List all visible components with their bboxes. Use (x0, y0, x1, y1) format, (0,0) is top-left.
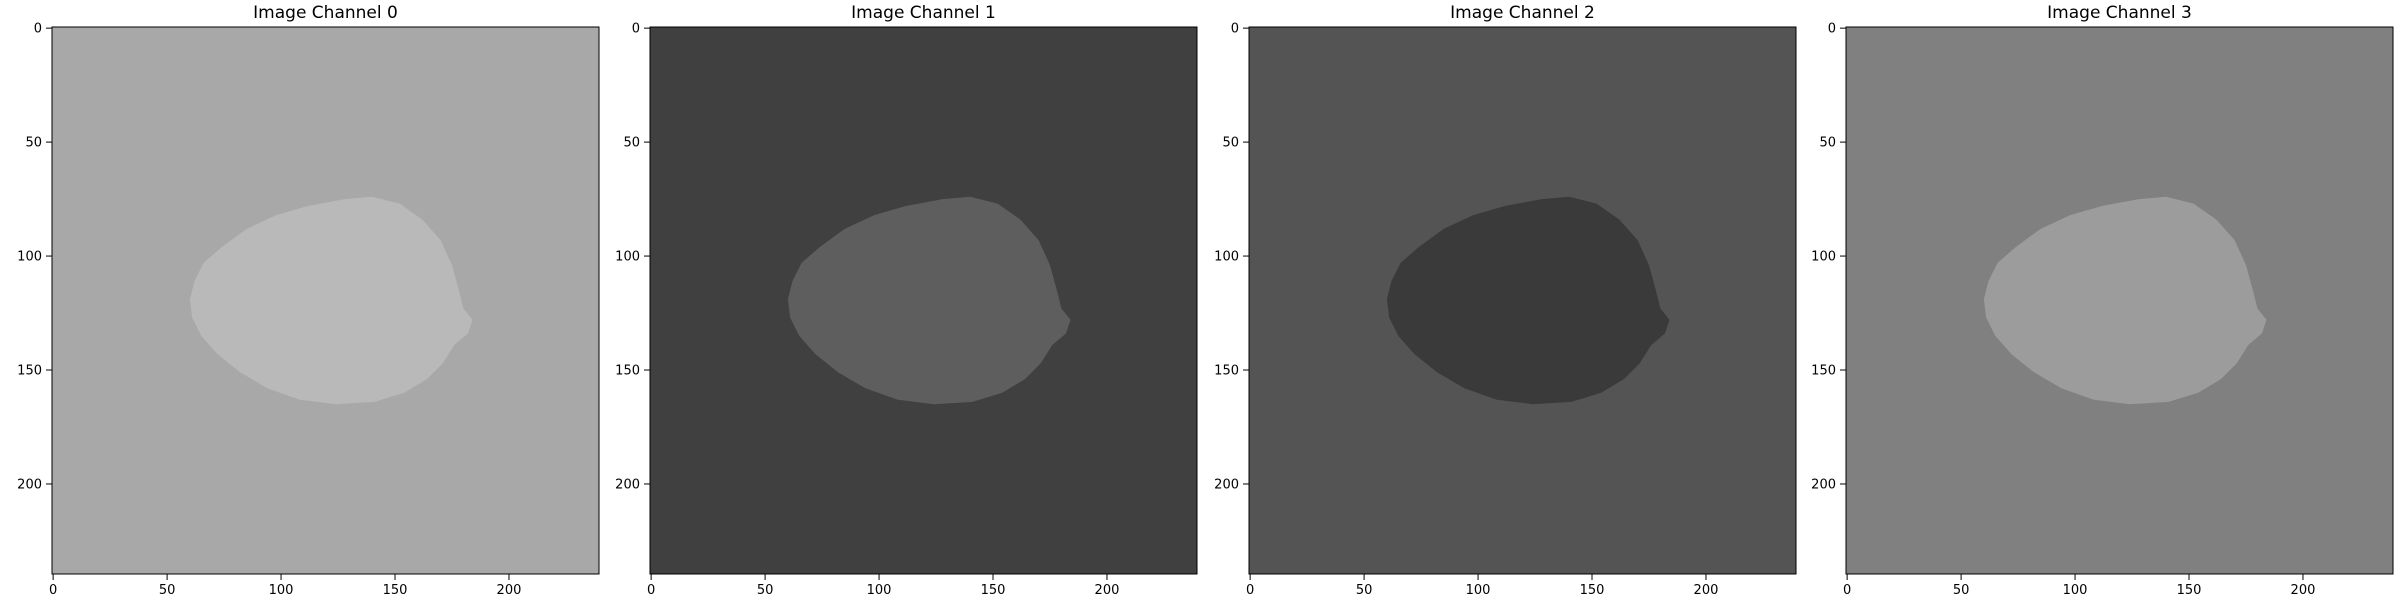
x-tick-label: 0 (647, 583, 655, 598)
y-tick-label: 200 (615, 477, 640, 492)
axes-frame (1248, 26, 1797, 575)
x-tick-label: 150 (383, 583, 408, 598)
x-tick-label: 200 (497, 583, 522, 598)
axes-frame (649, 26, 1198, 575)
y-tick-label: 0 (632, 22, 640, 37)
y-tick-label: 200 (1811, 477, 1836, 492)
panel-title: Image Channel 2 (1450, 3, 1595, 23)
x-tick-label: 150 (981, 583, 1006, 598)
x-tick-label: 200 (1095, 583, 1120, 598)
x-tick-label: 150 (1580, 583, 1605, 598)
y-tick-label: 100 (1214, 250, 1239, 265)
x-tick-label: 100 (2063, 583, 2088, 598)
panel-3: Image Channel 3 0 0 50 50 100 100 150 150 200 200 (1811, 3, 2394, 598)
x-tick-label: 150 (2177, 583, 2202, 598)
y-tick-label: 150 (17, 364, 42, 379)
x-tick-label: 50 (1953, 583, 1970, 598)
x-tick-label: 200 (2291, 583, 2316, 598)
y-tick-label: 0 (1231, 22, 1239, 37)
y-tick-label: 100 (17, 250, 42, 265)
x-tick-label: 50 (159, 583, 176, 598)
panel-2: Image Channel 2 0 0 50 50 100 100 150 150 200 200 (1214, 3, 1797, 598)
x-tick-label: 100 (1466, 583, 1491, 598)
y-tick-label: 50 (25, 136, 42, 151)
y-tick-label: 150 (1214, 364, 1239, 379)
brain-slice (1983, 196, 2267, 405)
axes-frame (51, 26, 600, 575)
y-tick-label: 0 (34, 22, 42, 37)
y-tick-label: 0 (1828, 22, 1836, 37)
y-tick-label: 200 (1214, 477, 1239, 492)
panels: Image Channel 0005050100100150150200200I… (17, 3, 2394, 598)
y-tick-label: 50 (623, 136, 640, 151)
x-tick-label: 100 (269, 583, 294, 598)
y-tick-label: 200 (17, 477, 42, 492)
x-tick-label: 0 (1246, 583, 1254, 598)
y-tick-label: 50 (1222, 136, 1239, 151)
panel-0: Image Channel 0 0 0 50 50 100 100 150 150 200 200 (17, 3, 600, 598)
x-tick-label: 0 (49, 583, 57, 598)
x-tick-label: 0 (1843, 583, 1851, 598)
brain-slice (1386, 196, 1670, 405)
panel-title: Image Channel 0 (253, 3, 398, 23)
axes-frame (1845, 26, 2394, 575)
panel-title: Image Channel 1 (851, 3, 996, 23)
panel-1: Image Channel 1 0 0 50 50 100 100 150 150 200 200 (615, 3, 1198, 598)
x-tick-label: 100 (867, 583, 892, 598)
y-tick-label: 150 (615, 364, 640, 379)
y-tick-label: 100 (615, 250, 640, 265)
x-tick-label: 200 (1694, 583, 1719, 598)
y-tick-label: 100 (1811, 250, 1836, 265)
brain-slice (787, 196, 1071, 405)
brain-slice (189, 196, 473, 405)
x-tick-label: 50 (757, 583, 774, 598)
y-tick-label: 150 (1811, 364, 1836, 379)
x-tick-label: 50 (1356, 583, 1373, 598)
y-tick-label: 50 (1819, 136, 1836, 151)
panel-title: Image Channel 3 (2047, 3, 2192, 23)
